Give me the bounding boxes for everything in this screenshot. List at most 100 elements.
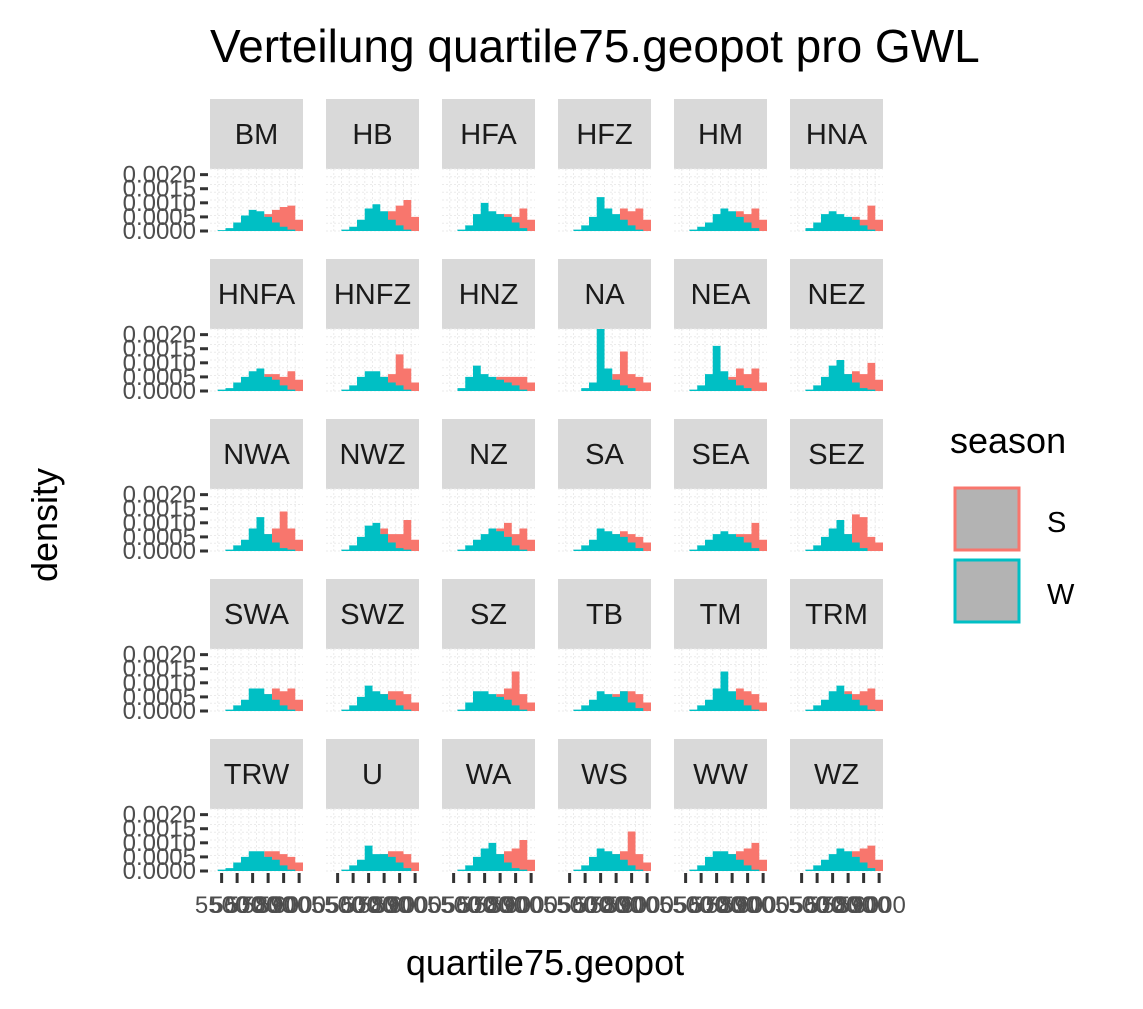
y-tick-label: 0.0015 — [123, 816, 196, 843]
y-tick-label: 0.0020 — [123, 482, 196, 509]
facet-strip-label: SEZ — [808, 439, 864, 471]
facet-strip-label: SA — [585, 439, 624, 471]
facet-sz: SZ — [442, 579, 535, 712]
histogram-w — [790, 685, 883, 711]
histogram-w — [790, 848, 883, 871]
facet-strip-label: HFA — [460, 119, 517, 151]
histogram-w — [210, 517, 303, 551]
legend-key-w — [953, 558, 1021, 624]
histogram-s — [210, 511, 303, 551]
facet-strip — [674, 739, 767, 809]
y-tick-label: 0.0015 — [123, 176, 196, 203]
facet-strip — [442, 99, 535, 169]
x-tick-label: 5700 — [574, 892, 627, 919]
facet-strip-label: HB — [352, 119, 392, 151]
x-tick-label: 5800 — [705, 892, 758, 919]
y-tick-label: 0.0010 — [123, 510, 196, 537]
histogram-w — [558, 848, 651, 871]
x-tick-label: 5700 — [226, 892, 279, 919]
x-tick-label: 5600 — [442, 892, 495, 919]
x-tick-label: 6000 — [388, 892, 441, 919]
facet-strip — [790, 739, 883, 809]
facet-u: U — [326, 739, 419, 872]
facet-strip — [326, 579, 419, 649]
facet-strip-label: NA — [584, 279, 625, 311]
facet-hfz: HFZ — [558, 99, 651, 232]
y-tick-label: 0.0005 — [123, 684, 196, 711]
histogram-w — [790, 520, 883, 551]
facet-strip — [210, 419, 303, 489]
x-tick-label: 6000 — [272, 892, 325, 919]
x-tick-label: 5800 — [589, 892, 642, 919]
x-tick-label: 5600 — [790, 892, 843, 919]
facet-strip — [210, 739, 303, 809]
y-tick-label: 0.0000 — [123, 858, 196, 885]
legend-label-w: W — [1047, 579, 1075, 611]
facet-strip-label: BM — [235, 119, 279, 151]
x-tick-label: 5600 — [326, 892, 379, 919]
histogram-s — [558, 351, 651, 391]
histogram-w — [210, 688, 303, 711]
legend-title: season — [950, 420, 1066, 461]
y-tick-label: 0.0010 — [123, 830, 196, 857]
histogram-w — [326, 522, 419, 551]
facet-ww: WW — [674, 739, 767, 872]
facet-strip-label: HFZ — [576, 119, 632, 151]
facet-strip-label: HNFA — [218, 279, 296, 311]
facet-strip — [210, 99, 303, 169]
histogram-w — [674, 851, 767, 871]
x-tick-label: 6000 — [852, 892, 905, 919]
facet-strip — [210, 259, 303, 329]
histogram-w — [442, 202, 535, 231]
histogram-w — [674, 208, 767, 231]
x-tick-label: 5600 — [210, 892, 263, 919]
facet-strip — [442, 739, 535, 809]
y-tick-label: 0.0015 — [123, 656, 196, 683]
facet-strip-label: HNFZ — [334, 279, 411, 311]
y-tick-label: 0.0010 — [123, 190, 196, 217]
facet-strip-label: HNZ — [459, 279, 519, 311]
x-axis-title: quartile75.geopot — [406, 942, 684, 983]
histogram-w — [558, 528, 651, 551]
facet-strip-label: NWZ — [339, 439, 405, 471]
x-tick-label: 6000 — [504, 892, 557, 919]
facet-strip — [790, 579, 883, 649]
x-tick-label: 5500 — [775, 892, 828, 919]
facet-strip-label: HNA — [806, 119, 868, 151]
facet-strip-label: SWA — [224, 599, 290, 631]
facet-strip — [558, 739, 651, 809]
histogram-w — [326, 371, 419, 391]
y-tick-label: 0.0020 — [123, 802, 196, 829]
y-axis-title: density — [24, 468, 65, 582]
histogram-w — [790, 360, 883, 391]
facet-nz: NZ — [442, 419, 535, 552]
y-tick-label: 0.0000 — [123, 378, 196, 405]
facet-strip — [326, 99, 419, 169]
x-tick-label: 5500 — [659, 892, 712, 919]
histogram-w — [210, 209, 303, 231]
x-tick-label: 5700 — [806, 892, 859, 919]
facet-hnfz: HNFZ — [326, 259, 419, 392]
x-tick-label: 5900 — [257, 892, 310, 919]
facet-strip — [558, 419, 651, 489]
facet-strip-label: SEA — [691, 439, 750, 471]
facet-strip-label: U — [362, 759, 383, 791]
x-tick-label: 5900 — [605, 892, 658, 919]
facet-strip — [674, 579, 767, 649]
facet-swz: SWZ — [326, 579, 419, 712]
x-tick-label: 5500 — [195, 892, 248, 919]
facet-tm: TM — [674, 579, 767, 712]
histogram-s — [326, 354, 419, 391]
facet-strip — [558, 99, 651, 169]
facet-strip — [326, 739, 419, 809]
facet-strip — [326, 259, 419, 329]
y-tick-label: 0.0010 — [123, 350, 196, 377]
facet-strip-label: WZ — [814, 759, 859, 791]
y-tick-label: 0.0005 — [123, 204, 196, 231]
x-tick-label: 6000 — [736, 892, 789, 919]
